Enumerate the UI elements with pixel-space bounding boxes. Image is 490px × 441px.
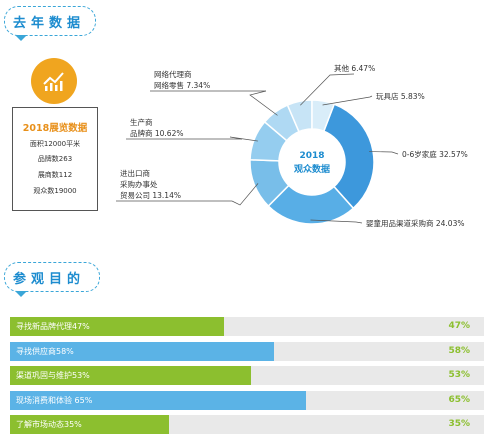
- leader-line: [369, 151, 399, 155]
- info-brands: 品牌数263: [37, 155, 73, 163]
- slice-label: 网络零售 7.34%: [154, 80, 210, 90]
- bar-fill: 寻找新品牌代理47%: [10, 317, 225, 336]
- bar-value: 47%: [448, 321, 470, 331]
- bar-value: 53%: [448, 370, 470, 380]
- exhibition-info-box: 2018展览数据 面积12000平米 品牌数263 展商数112 观众数1900…: [12, 107, 98, 211]
- slice-label: 贸易公司 13.14%: [120, 190, 181, 200]
- section-title-text: 去年数据: [13, 15, 86, 31]
- leader-line: [249, 90, 278, 116]
- info-title: 2018展览数据: [22, 123, 88, 134]
- slice-label: 网络代理商: [154, 69, 192, 79]
- slice-label: 其他 6.47%: [334, 63, 375, 73]
- info-area: 面积12000平米: [29, 140, 81, 148]
- bar-fill: 了解市场动态35%: [10, 415, 170, 434]
- leader-line: [300, 73, 355, 106]
- bar-fill: 现场消费和体验 65%: [10, 390, 306, 410]
- slice-label: 采购办事处: [120, 179, 158, 189]
- donut-center-year: 2018: [299, 151, 324, 161]
- info-exhibitors: 展商数112: [37, 171, 73, 179]
- donut-center-label: 观众数据: [294, 163, 330, 175]
- slice-label: 品牌商 10.62%: [130, 128, 183, 138]
- chart-icon: [31, 58, 77, 104]
- section-title-purpose: 参观目的: [4, 262, 100, 297]
- leader-line: [231, 183, 259, 206]
- bar-track: 寻找供应商58% 58%: [10, 341, 484, 361]
- bar-value: 58%: [448, 345, 470, 356]
- section-title-text: 参观目的: [13, 271, 86, 287]
- bar-fill: 渠道巩固与维护53%: [10, 366, 252, 385]
- bar-label: 现场消费和体验 65%: [16, 395, 93, 405]
- section-title-last-year: 去年数据: [4, 6, 96, 41]
- bar-track: 渠道巩固与维护53% 53%: [10, 366, 484, 385]
- bar-label: 寻找供应商58%: [16, 346, 74, 356]
- bar-label: 渠道巩固与维护53%: [16, 371, 90, 380]
- donut-chart: 0-6岁家庭 32.57% 婴童用品渠道采购商 24.03% 进出口商采购办事处贸易…: [116, 63, 468, 228]
- slice-label: 进出口商: [120, 168, 150, 178]
- speech-tail-icon: [15, 291, 27, 297]
- bar-value: 65%: [448, 394, 470, 405]
- bar-track: 现场消费和体验 65% 65%: [10, 390, 484, 410]
- leader-line: [322, 95, 373, 106]
- slice-label: 生产商: [130, 117, 153, 127]
- slice-label: 0-6岁家庭 32.57%: [402, 149, 468, 159]
- bar-track: 了解市场动态35% 35%: [10, 415, 484, 434]
- leader-line: [229, 136, 258, 142]
- bar-track: 寻找新品牌代理47% 47%: [10, 317, 484, 336]
- leader-line: [310, 219, 363, 224]
- bar-fill: 寻找供应商58%: [10, 341, 275, 361]
- donut-slice: [311, 99, 336, 133]
- info-visitors: 观众数19000: [33, 187, 77, 195]
- slice-label: 婴童用品渠道采购商 24.03%: [366, 218, 464, 228]
- donut-slice: [322, 103, 375, 210]
- bar-label: 寻找新品牌代理47%: [16, 322, 90, 331]
- slice-label: 玩具店 5.83%: [376, 91, 425, 101]
- speech-tail-icon: [15, 35, 27, 41]
- bar-label: 了解市场动态35%: [16, 420, 82, 429]
- bar-value: 35%: [448, 419, 470, 429]
